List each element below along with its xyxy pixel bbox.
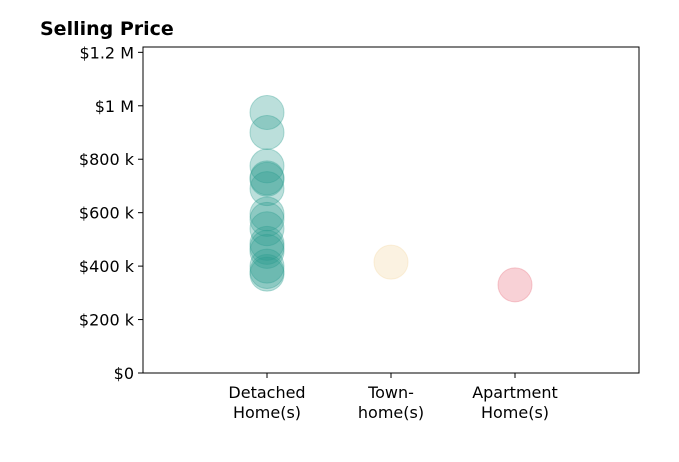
x-tick-label-line: Home(s): [481, 403, 549, 422]
data-point: [249, 256, 285, 292]
x-tick-label: Apartment Home(s): [472, 383, 558, 422]
data-point: [249, 253, 285, 289]
data-point: [249, 248, 285, 284]
data-point: [249, 115, 285, 151]
data-point: [249, 229, 285, 265]
x-axis: Detached Home(s)Town-home(s)Apartment Home…: [228, 373, 558, 422]
data-point: [249, 211, 285, 247]
chart-title: Selling Price: [40, 18, 174, 40]
y-tick-label: $200 k: [79, 311, 135, 330]
x-tick-label: Detached Home(s): [228, 383, 305, 422]
data-point: [249, 160, 285, 196]
data-point: [249, 225, 285, 261]
data-point: [249, 196, 285, 232]
x-tick-label-line: home(s): [358, 403, 424, 422]
data-point: [249, 201, 285, 237]
plot-frame: [142, 46, 640, 374]
data-point: [249, 171, 285, 207]
y-tick-label: $800 k: [79, 150, 135, 169]
data-point: [249, 148, 285, 184]
plot-area: [249, 94, 533, 303]
data-point: [249, 161, 285, 197]
y-tick-label: $1.2 M: [79, 43, 134, 62]
y-tick-label: $1 M: [95, 97, 134, 116]
data-point: [373, 244, 409, 280]
data-point: [497, 267, 533, 303]
x-tick-label: Town-home(s): [358, 383, 424, 422]
y-tick-label: $600 k: [79, 204, 135, 223]
y-axis: $0 $200 k $400 k $600 k $800 k $1 M $1.2 M: [79, 43, 143, 383]
data-point: [249, 94, 285, 130]
x-tick-label-line: Town-: [367, 383, 414, 402]
y-tick-label: $400 k: [79, 257, 135, 276]
x-tick-label-line: Home(s): [233, 403, 301, 422]
x-tick-label-line: Apartment: [472, 383, 558, 402]
data-point: [249, 233, 285, 269]
x-tick-label-line: Detached: [228, 383, 305, 402]
y-tick-label: $0: [114, 364, 134, 383]
